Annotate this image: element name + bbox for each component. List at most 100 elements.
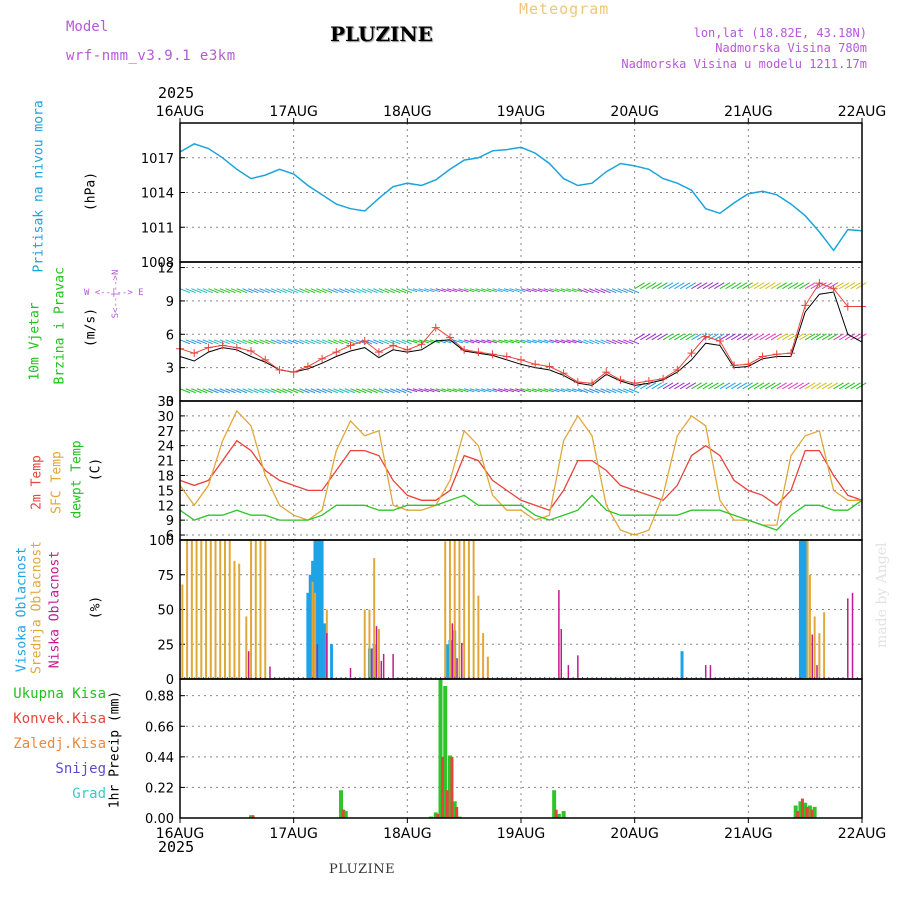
- cloud-mid-bar: [205, 540, 208, 679]
- wind-arrow: [799, 382, 810, 390]
- wind-arrow: [185, 339, 196, 345]
- wind-arrow: [225, 388, 236, 394]
- cloud-baseline-mark: [582, 677, 584, 679]
- cloud-baseline-mark: [790, 677, 792, 679]
- wind-arrow: [191, 288, 202, 294]
- wind-gust-marker: [445, 333, 454, 342]
- wind-arrow: [304, 388, 316, 394]
- wind-arrow: [333, 339, 344, 345]
- cloud-baseline-mark: [312, 677, 314, 679]
- wind-arrow: [589, 339, 600, 345]
- wind-gust-marker: [758, 352, 767, 361]
- cloud-low-bar: [456, 658, 458, 679]
- wind-gust-marker: [502, 352, 511, 361]
- cloud-baseline-mark: [350, 677, 351, 679]
- cloud-baseline-mark: [591, 677, 593, 679]
- wind-arrow: [446, 288, 458, 293]
- wind-arrow: [435, 288, 446, 293]
- precip-conv-bar: [554, 809, 558, 818]
- wind-arrow: [719, 282, 731, 290]
- cloud-baseline-mark: [719, 677, 721, 679]
- wind-arrow: [742, 382, 753, 390]
- wind-arrow: [589, 288, 600, 294]
- wind-arrow: [293, 339, 304, 345]
- wind-arrow: [452, 339, 463, 344]
- cloud-baseline-mark: [302, 677, 304, 679]
- cloud-baseline-mark: [184, 677, 186, 679]
- cloud-mid-bar: [228, 540, 231, 679]
- cloud-baseline-mark: [212, 677, 214, 679]
- cloud-baseline-mark: [539, 677, 541, 679]
- cloud-mid-bar: [264, 540, 267, 679]
- wind-arrow: [702, 382, 714, 390]
- wind-arrow: [543, 288, 554, 293]
- wind-arrow: [321, 339, 333, 345]
- wind-arrow: [265, 388, 276, 394]
- cloud-ytick-label: 100: [149, 534, 174, 549]
- cloud-high-bar: [798, 540, 802, 679]
- wind-arrow: [810, 382, 822, 390]
- wind-arrow: [765, 282, 776, 290]
- wind-arrow: [753, 333, 765, 341]
- wind-arrow: [679, 333, 691, 341]
- cloud-baseline-mark: [373, 677, 375, 679]
- wind-arrow: [611, 288, 623, 294]
- wind-arrow: [282, 388, 293, 394]
- cloud-baseline-mark: [605, 677, 607, 679]
- cloud-baseline-mark: [852, 677, 854, 679]
- cloud-baseline-mark: [780, 677, 782, 679]
- cloud-baseline-mark: [695, 677, 697, 679]
- wind-arrow: [390, 339, 401, 345]
- cloud-baseline-mark: [383, 677, 385, 679]
- cloud-mid-bar: [373, 558, 376, 679]
- wind-arrow: [651, 282, 662, 290]
- wind-arrow: [481, 388, 492, 393]
- temp-ytick-label: 21: [157, 455, 174, 470]
- cloud-high-bar: [318, 540, 322, 679]
- wind-arrow: [566, 388, 577, 393]
- cloud-baseline-mark: [250, 677, 252, 679]
- cloud-mid-bar: [259, 540, 262, 679]
- cloud-mid-bar: [823, 612, 826, 679]
- cloud-baseline-mark: [241, 677, 243, 679]
- cloud-ytick-label: 75: [157, 569, 174, 584]
- wind-ytick-label: 6: [166, 328, 174, 343]
- cloud-low-bar: [326, 633, 328, 679]
- wind-ytick-label: 9: [166, 295, 174, 310]
- cloud-baseline-mark: [359, 677, 361, 679]
- cloud-baseline-mark: [563, 677, 565, 679]
- cloud-baseline-mark: [667, 677, 669, 679]
- cloud-baseline-mark: [804, 677, 806, 679]
- wind-arrow: [361, 288, 373, 294]
- wind-arrow: [321, 388, 333, 394]
- cloud-baseline-mark: [657, 677, 659, 679]
- cloud-high-bar: [680, 651, 684, 679]
- wind-arrow: [634, 333, 645, 341]
- cloud-baseline-mark: [577, 677, 579, 679]
- wind-arrow: [702, 282, 714, 290]
- cloud-mid-bar: [245, 616, 248, 679]
- wind-arrow: [367, 339, 378, 345]
- temp-series-2m: [179, 439, 863, 511]
- day-label-bottom: 17AUG: [269, 826, 318, 842]
- day-label-bottom: 21AUG: [724, 826, 773, 842]
- wind-arrow: [282, 288, 293, 294]
- wind-arrow: [464, 388, 475, 393]
- wind-arrow: [333, 288, 344, 294]
- wind-arrow: [645, 382, 657, 390]
- cloud-baseline-mark: [406, 677, 408, 679]
- wind-gust-marker: [815, 279, 824, 288]
- wind-arrow: [770, 382, 782, 390]
- wind-gust-marker: [602, 368, 611, 377]
- cloud-mid-bar: [223, 540, 226, 679]
- wind-arrow: [446, 388, 458, 393]
- wind-arrow: [464, 288, 475, 293]
- cloud-low-bar: [816, 665, 818, 679]
- wind-arrow: [361, 388, 373, 394]
- wind-arrow: [355, 288, 367, 294]
- wind-arrow: [390, 388, 401, 394]
- precip-conv-bar: [455, 806, 459, 818]
- wind-arrow: [304, 288, 316, 294]
- day-label-bottom: 16AUG: [156, 826, 205, 842]
- cloud-high-bar: [322, 623, 326, 679]
